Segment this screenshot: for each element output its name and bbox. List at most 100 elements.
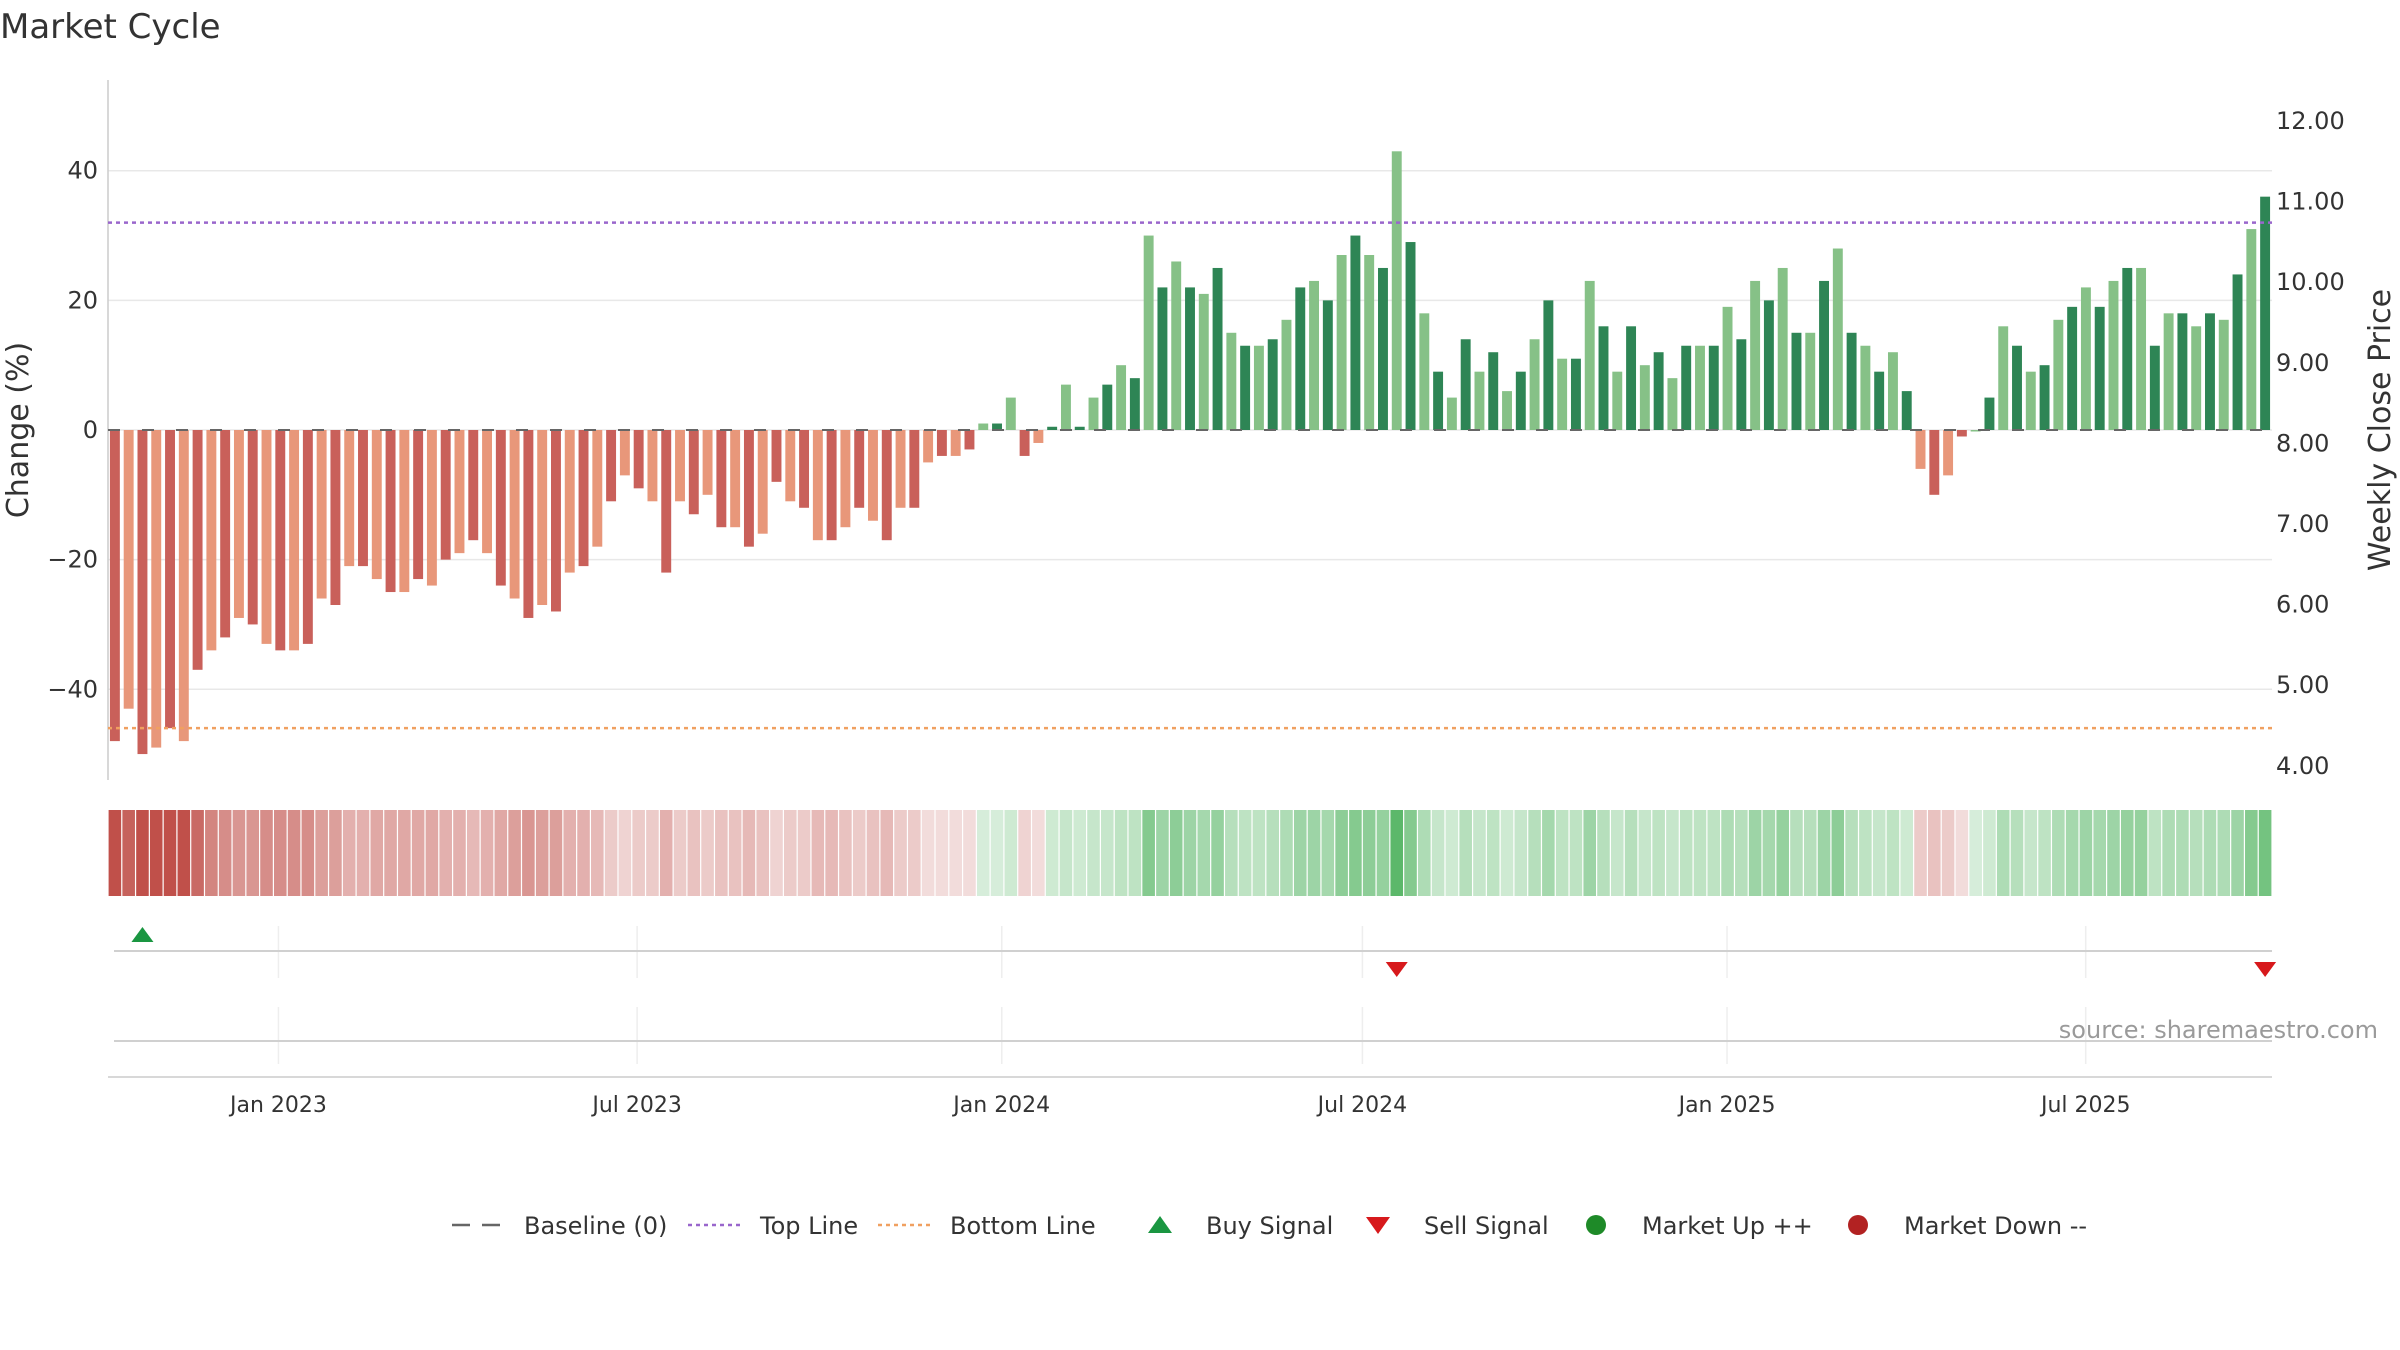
strip-cell xyxy=(149,810,163,896)
change-bar xyxy=(1860,345,1871,430)
change-bar xyxy=(1474,371,1485,430)
strip-cell xyxy=(1721,810,1734,896)
strip-cell xyxy=(1335,810,1348,896)
change-bar xyxy=(964,430,975,450)
change-bar xyxy=(192,430,203,670)
legend-item: Top Line xyxy=(688,1212,858,1240)
change-bar xyxy=(2136,267,2147,430)
change-bar xyxy=(344,430,355,567)
change-bar xyxy=(1819,280,1829,430)
circle-icon xyxy=(1848,1215,1868,1235)
strip-cell xyxy=(1307,810,1321,896)
strip-cell xyxy=(563,810,577,896)
change-bar xyxy=(743,430,754,547)
change-bar xyxy=(564,430,575,573)
strip-cell xyxy=(1542,810,1555,896)
change-bar xyxy=(1791,332,1802,430)
y2-tick-label: 4.00 xyxy=(2276,752,2329,780)
strip-cell xyxy=(1707,810,1721,896)
strip-cell xyxy=(398,810,411,896)
strip-cell xyxy=(1404,810,1417,896)
change-bar xyxy=(1901,391,1912,430)
change-bar xyxy=(1350,235,1361,430)
y-tick-label: −20 xyxy=(47,546,98,574)
y2-tick-label: 12.00 xyxy=(2276,107,2345,135)
x-tick-label: Jul 2024 xyxy=(1316,1093,1408,1118)
change-bar xyxy=(371,430,382,580)
change-bar xyxy=(2177,313,2188,430)
strip-cell xyxy=(315,810,328,896)
legend-label: Buy Signal xyxy=(1206,1212,1333,1240)
strip-cell xyxy=(1238,810,1252,896)
strip-cell xyxy=(756,810,769,896)
strip-cell xyxy=(1459,810,1472,896)
change-bar xyxy=(413,430,424,580)
change-bar xyxy=(495,430,506,586)
change-bar xyxy=(2122,267,2133,430)
change-bar xyxy=(1433,371,1444,430)
strip-cell xyxy=(2120,810,2134,896)
change-bar xyxy=(923,430,934,463)
legend-item: Bottom Line xyxy=(878,1212,1096,1240)
strip-cell xyxy=(2231,810,2244,896)
strip-cell xyxy=(908,810,921,896)
strip-cell xyxy=(439,810,452,896)
change-bar xyxy=(123,430,134,709)
strip-cell xyxy=(1032,810,1045,896)
change-bar xyxy=(1626,326,1637,430)
change-bar xyxy=(289,430,300,651)
strip-cell xyxy=(549,810,563,896)
change-bar xyxy=(2025,371,2036,430)
change-bar xyxy=(1143,235,1154,430)
strip-cell xyxy=(1996,810,2010,896)
change-bar xyxy=(1502,391,1512,430)
strip-cell xyxy=(839,810,852,896)
change-bar xyxy=(1391,151,1402,431)
y2-tick-label: 6.00 xyxy=(2276,591,2329,619)
change-bar xyxy=(1267,339,1278,430)
y-ticks: 40 20 0 −20 −40 xyxy=(47,157,98,704)
change-bar xyxy=(1309,280,1320,430)
change-bar xyxy=(385,430,396,593)
change-bar xyxy=(247,430,258,625)
strip-cell xyxy=(522,810,535,896)
change-bar xyxy=(2246,229,2257,430)
strip-cell xyxy=(1955,810,1969,896)
strip-cell xyxy=(1969,810,1982,896)
change-bar xyxy=(661,430,672,573)
strip-cell xyxy=(1293,810,1307,896)
strip-cell xyxy=(1528,810,1541,896)
strip-cell xyxy=(990,810,1004,896)
change-bar xyxy=(2149,345,2160,430)
x-ticks: Jan 2023 Jul 2023 Jan 2024 Jul 2024 Jan 2025… xyxy=(228,1093,2131,1118)
change-bar xyxy=(206,430,217,651)
change-bar xyxy=(1984,397,1995,430)
strip-cell xyxy=(1114,810,1128,896)
strip-cell xyxy=(191,810,204,896)
strip-cell xyxy=(2038,810,2051,896)
change-bar xyxy=(1226,332,1237,430)
strip-cell xyxy=(287,810,301,896)
change-bar xyxy=(1019,430,1030,456)
strip-cell xyxy=(1431,810,1445,896)
change-bar xyxy=(1846,332,1857,430)
strip-cell xyxy=(1418,810,1431,896)
strip-cell xyxy=(1087,810,1100,896)
strip-cell xyxy=(1900,810,1914,896)
change-bar xyxy=(1102,384,1113,430)
change-bar xyxy=(881,430,892,541)
strip-cell xyxy=(1859,810,1872,896)
change-bar xyxy=(1033,430,1044,443)
strip-cell xyxy=(770,810,783,896)
change-bar xyxy=(1529,339,1540,430)
strip-cell xyxy=(783,810,797,896)
change-bar xyxy=(1956,430,1967,437)
strip-cell xyxy=(329,810,342,896)
change-bar xyxy=(1488,352,1499,430)
y2-tick-label: 11.00 xyxy=(2276,188,2345,216)
change-bar xyxy=(399,430,410,593)
sell-signal-marker xyxy=(2254,962,2277,977)
strip-cell xyxy=(246,810,260,896)
change-bar xyxy=(1667,378,1678,430)
